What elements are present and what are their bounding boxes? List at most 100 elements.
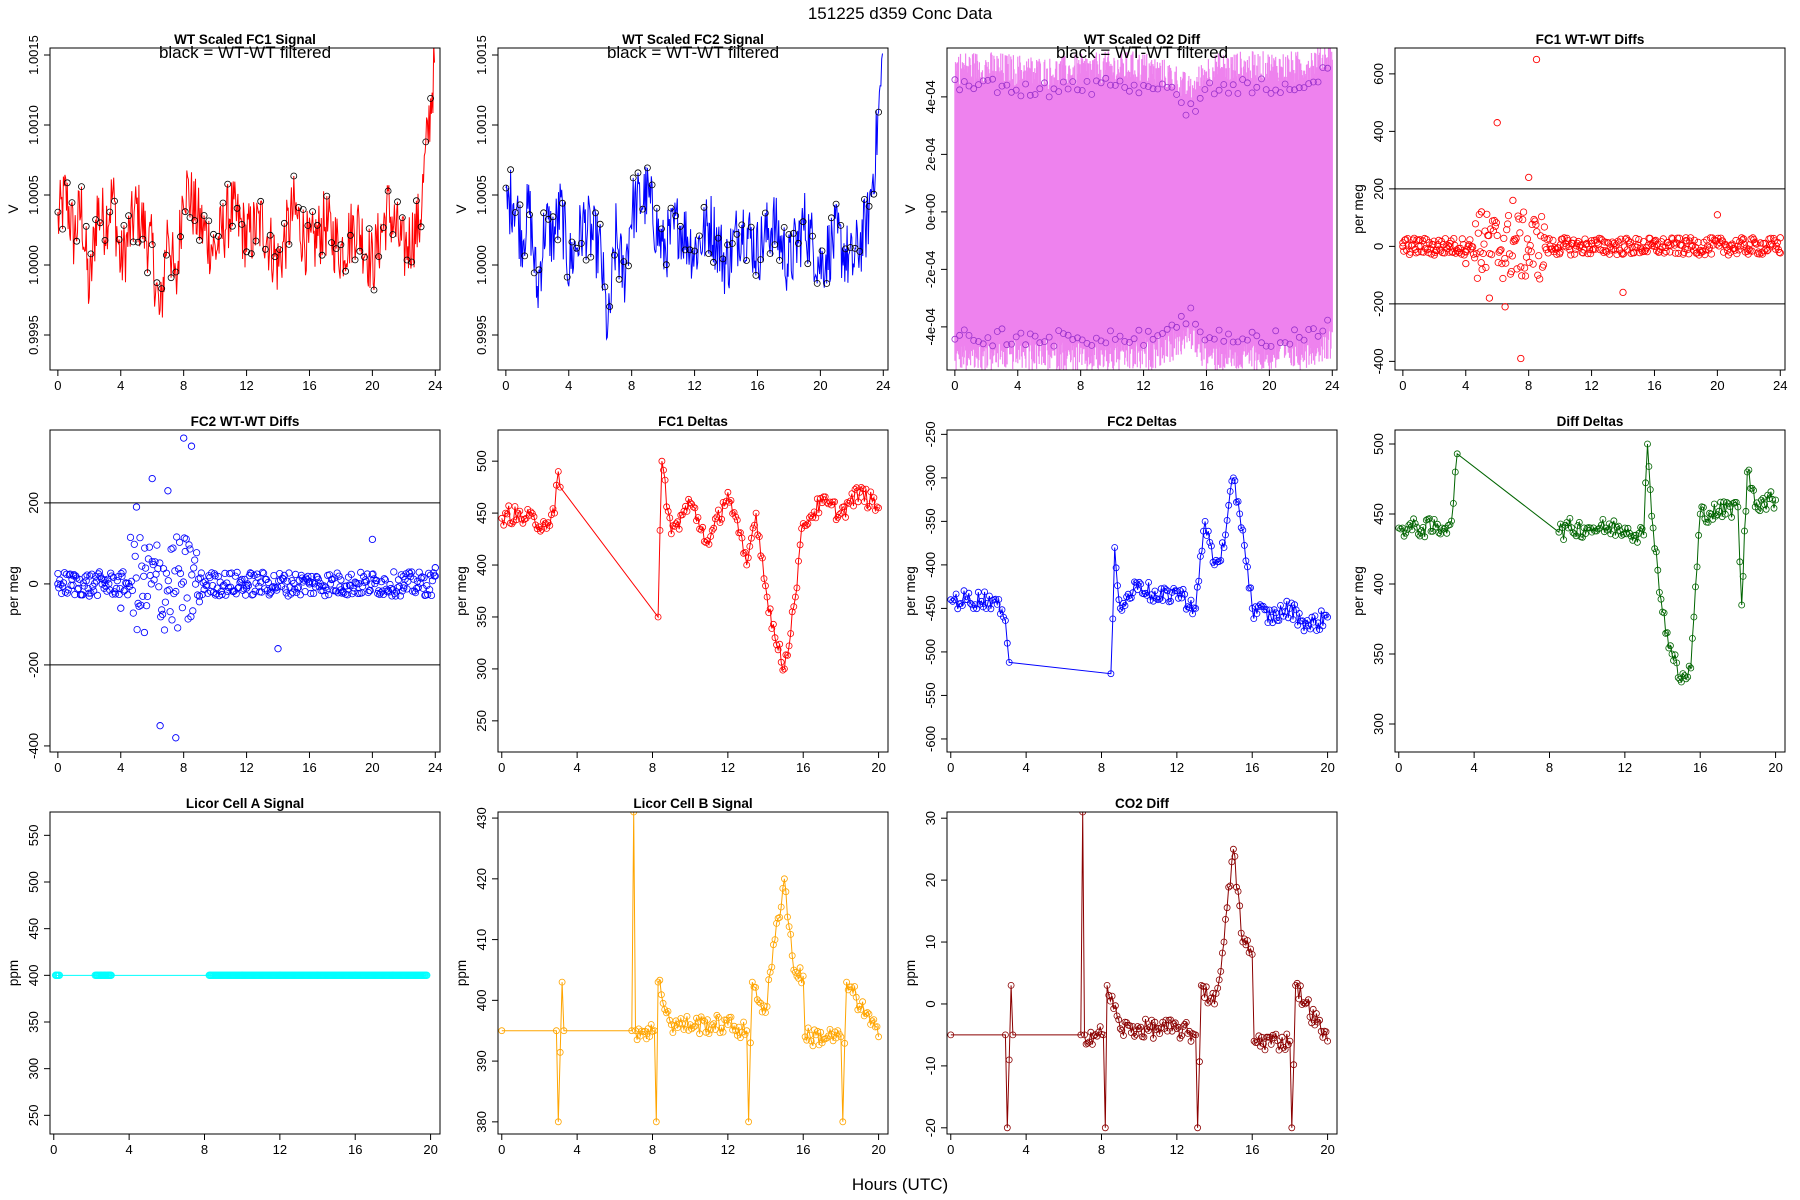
data-point: [1469, 243, 1477, 251]
x-tick-label: 12: [1584, 378, 1598, 393]
data-point: [1671, 249, 1680, 257]
data-point: [733, 516, 741, 524]
data-point: [1489, 227, 1498, 235]
data-point: [1763, 247, 1771, 255]
data-point: [1088, 91, 1096, 98]
data-point: [1239, 526, 1247, 534]
data-point: [1284, 614, 1292, 622]
data-point: [1215, 86, 1223, 94]
series-line-lower: [954, 307, 1332, 350]
data-point: [1129, 1023, 1137, 1030]
data-point: [1535, 252, 1543, 260]
data-point: [1280, 612, 1287, 620]
data-point: [1162, 1016, 1170, 1024]
data-point: [815, 509, 823, 517]
plot-frame: [1394, 429, 1786, 753]
data-point: [138, 562, 146, 570]
data-point: [1192, 320, 1199, 328]
plot-area-p1: [54, 48, 435, 318]
panel-title: WT Scaled FC1 Signal: [174, 32, 316, 47]
y-tick-label: 10: [923, 935, 938, 949]
data-point: [952, 590, 960, 598]
data-point: [1521, 264, 1529, 272]
data-point: [78, 183, 85, 191]
data-point: [57, 589, 66, 598]
y-tick-label: 420: [474, 868, 489, 890]
x-tick-label: 20: [1768, 760, 1782, 775]
data-point: [788, 608, 796, 616]
x-tick-label: 4: [126, 1142, 133, 1157]
data-point: [1017, 329, 1025, 337]
y-tick-label: -600: [923, 726, 938, 752]
data-point: [638, 1027, 646, 1035]
data-point: [228, 222, 236, 230]
data-point: [726, 498, 733, 506]
data-point: [1003, 81, 1011, 89]
data-point: [92, 577, 101, 585]
data-point: [1093, 77, 1100, 85]
data-point: [1154, 332, 1162, 340]
x-tick-label: 0: [947, 1142, 954, 1157]
data-point: [166, 608, 174, 616]
data-point: [1666, 248, 1674, 256]
y-tick-label: -550: [923, 682, 938, 708]
data-point: [1720, 498, 1728, 506]
data-point: [1588, 528, 1596, 536]
data-point: [120, 587, 128, 595]
data-point: [970, 85, 978, 93]
data-point: [1173, 91, 1180, 98]
data-point: [728, 240, 736, 247]
data-point: [157, 613, 165, 621]
data-point: [1517, 263, 1525, 271]
data-point: [1516, 229, 1524, 237]
plot-frame: [49, 429, 441, 753]
data-point: [1651, 545, 1659, 553]
data-point: [178, 604, 186, 612]
data-point: [711, 1026, 719, 1033]
data-point: [751, 521, 758, 529]
data-point: [951, 76, 959, 84]
data-point: [1163, 325, 1171, 333]
plot-frame: [1394, 47, 1786, 371]
data-point: [870, 190, 878, 198]
data-point: [870, 1016, 878, 1023]
data-point: [1281, 80, 1289, 88]
data-point: [577, 239, 585, 247]
data-point: [628, 1027, 636, 1035]
data-point: [771, 936, 779, 943]
data-point: [1201, 994, 1208, 1001]
data-point: [1411, 520, 1419, 527]
plot-area-p7: [947, 474, 1331, 678]
data-point: [194, 575, 203, 583]
data-point: [59, 579, 68, 587]
data-point: [1182, 111, 1190, 119]
data-point: [1738, 601, 1746, 609]
data-point: [648, 181, 656, 189]
data-point: [647, 1021, 655, 1028]
data-point: [82, 577, 90, 585]
data-point: [867, 488, 875, 496]
data-point: [1520, 208, 1528, 216]
data-point: [715, 1014, 722, 1021]
data-point: [1586, 524, 1594, 532]
data-point: [1740, 240, 1749, 248]
plot-frame: [497, 811, 889, 1135]
data-point: [1776, 249, 1784, 257]
data-point: [818, 247, 826, 255]
data-point: [245, 572, 253, 580]
data-point: [373, 576, 381, 585]
data-point: [1215, 976, 1223, 984]
data-point: [1413, 236, 1421, 244]
data-point: [1201, 86, 1209, 93]
data-point: [507, 166, 515, 174]
data-point: [611, 251, 618, 259]
data-point: [1704, 242, 1712, 250]
data-point: [54, 580, 62, 588]
data-point: [686, 246, 694, 254]
data-point: [744, 554, 752, 562]
data-point: [1198, 547, 1206, 555]
data-point: [757, 256, 764, 264]
data-point: [1278, 608, 1286, 615]
data-point: [1634, 538, 1641, 546]
data-point: [842, 245, 849, 253]
